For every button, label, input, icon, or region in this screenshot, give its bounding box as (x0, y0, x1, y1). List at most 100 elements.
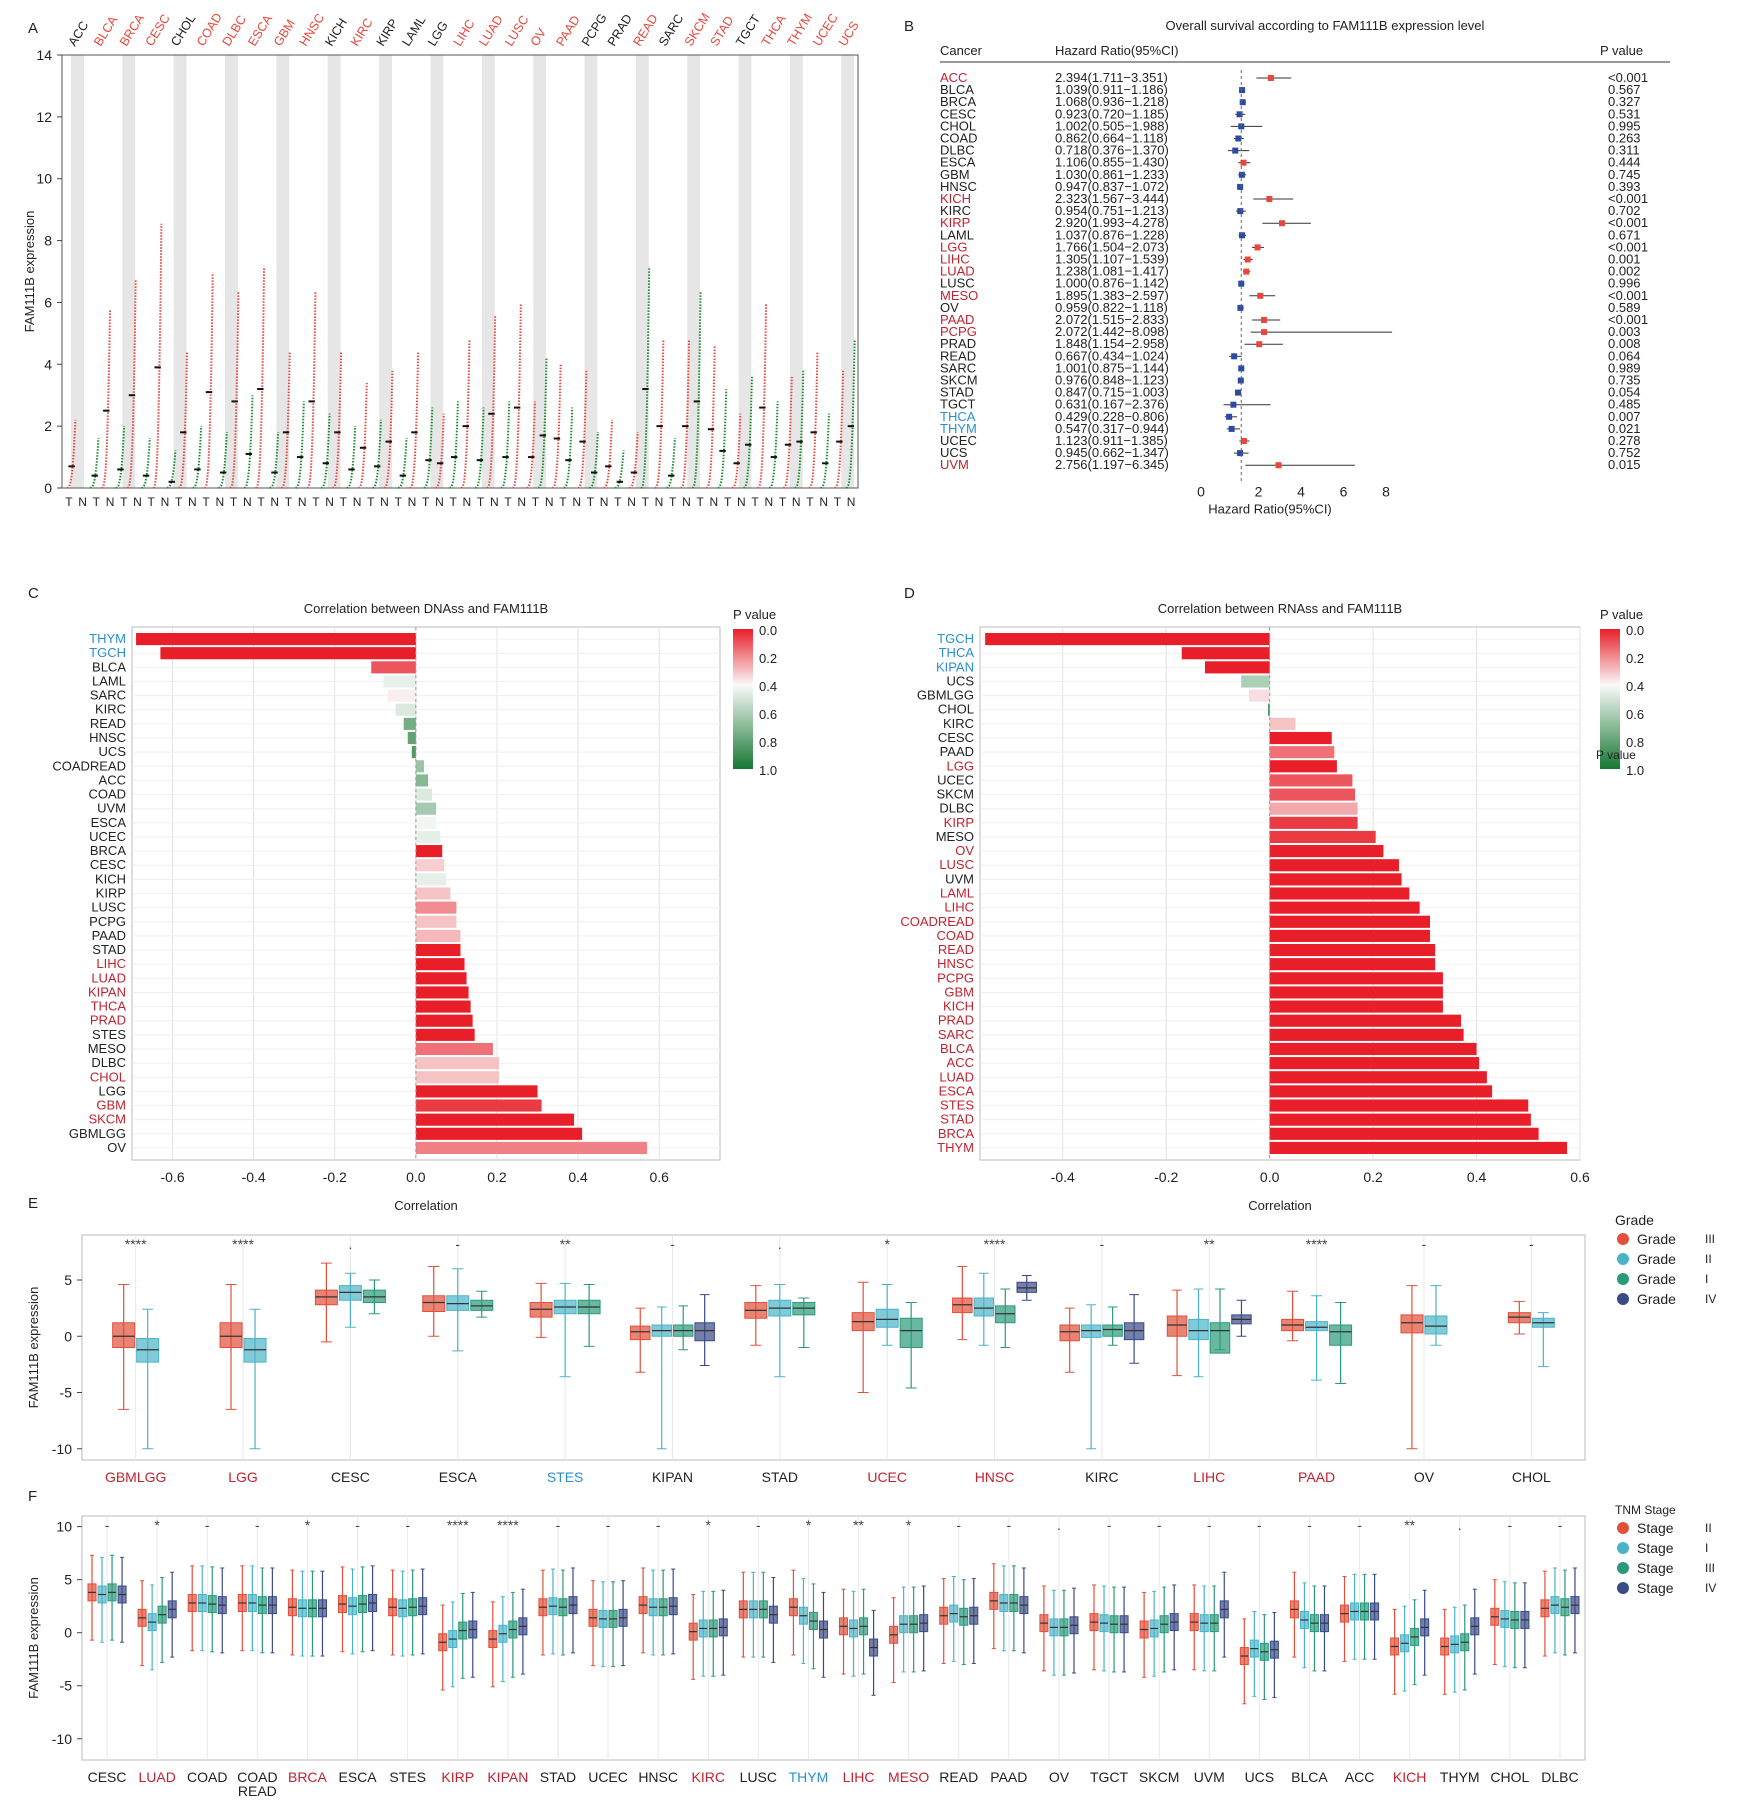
hr-text: 2.756(1.197−6.345) (1055, 457, 1169, 472)
cancer-name: UCS (940, 445, 968, 460)
p-value: 0.278 (1608, 433, 1641, 448)
correlation-bar (1269, 845, 1384, 858)
p-value: 0.589 (1608, 300, 1641, 315)
hr-text: 2.394(1.711−3.351) (1055, 70, 1168, 85)
hr-point (1266, 196, 1273, 202)
group-label: STAD (762, 1469, 798, 1485)
expression-curve (717, 389, 728, 489)
box (630, 1325, 651, 1341)
correlation-bar (1269, 746, 1335, 759)
cancer-label: COAD (936, 928, 974, 943)
legend-tick: 0.0 (759, 623, 777, 638)
significance-mark: - (670, 1236, 675, 1252)
cancer-label: ESCA (91, 815, 127, 830)
correlation-bar (1269, 760, 1337, 773)
p-value: 0.327 (1608, 94, 1641, 109)
x-tick-label: 0.2 (1363, 1169, 1383, 1185)
legend-roman: I (1705, 1541, 1708, 1555)
correlation-bar (160, 647, 416, 660)
correlation-bar (415, 1000, 471, 1013)
x-tick-label: N (435, 495, 444, 509)
expression-curve (808, 352, 819, 489)
group-label: BLCA (1291, 1769, 1328, 1785)
cancer-label: PAAD (92, 928, 126, 943)
expression-curve (552, 364, 562, 489)
hr-text: 1.766(1.504−2.073) (1055, 239, 1169, 254)
expression-curve (834, 370, 845, 489)
x-tick-label: T (312, 495, 320, 509)
hr-point (1238, 171, 1245, 178)
x-tick-label: N (572, 495, 581, 509)
legend-tick: 0.0 (1626, 623, 1644, 638)
hr-point (1239, 87, 1246, 94)
cancer-label: KIPAN (88, 984, 126, 999)
hr-text: 0.976(0.848−1.123) (1055, 373, 1169, 388)
correlation-bar (1269, 1057, 1480, 1070)
correlation-bar (1269, 1000, 1443, 1013)
y-tick-label: 2 (44, 418, 52, 434)
correlation-bar (415, 802, 437, 815)
p-value: 0.311 (1608, 143, 1640, 158)
hr-point (1254, 244, 1261, 251)
cancer-label: COAD (88, 787, 126, 802)
p-value: <0.001 (1608, 288, 1648, 303)
correlation-bar (1269, 1099, 1529, 1112)
y-axis-label: FAM111B expression (26, 1287, 41, 1409)
hr-text: 1.001(0.875−1.144) (1055, 360, 1169, 375)
hr-point (1243, 268, 1250, 275)
legend-roman: III (1705, 1232, 1715, 1246)
cancer-label: UCS (836, 19, 862, 49)
cancer-label: PRAD (90, 1013, 126, 1028)
significance-mark: - (556, 1517, 561, 1533)
expression-curve (500, 401, 511, 489)
grey-band (789, 55, 803, 488)
x-tick-label: 0.4 (1467, 1169, 1487, 1185)
x-tick-label: N (600, 495, 609, 509)
cancer-label: CHOL (168, 12, 198, 49)
hr-text: 0.847(0.715−1.003) (1055, 385, 1169, 400)
cancer-label: COADREAD (52, 758, 126, 773)
x-tick-label: T (340, 495, 348, 509)
group-label: PAAD (990, 1769, 1027, 1785)
y-tick-label: -5 (60, 1385, 73, 1401)
group-label: COAD (237, 1769, 277, 1785)
cancer-label: PRAD (938, 1013, 974, 1028)
legend-roman: IV (1705, 1581, 1716, 1595)
x-tick-label: -0.6 (160, 1169, 184, 1185)
y-tick-label: 8 (44, 233, 52, 249)
cancer-label: LIHC (96, 956, 126, 971)
significance-mark: - (1307, 1517, 1312, 1533)
hr-text: 1.848(1.154−2.958) (1055, 336, 1169, 351)
cancer-label: SKCM (936, 787, 974, 802)
x-tick-label: T (367, 495, 375, 509)
y-tick-label: -10 (52, 1441, 72, 1457)
cancer-label: STAD (940, 1112, 974, 1127)
significance-mark: - (1422, 1236, 1427, 1252)
legend-roman: I (1705, 1272, 1708, 1286)
hr-point (1236, 111, 1243, 118)
hr-text: 0.547(0.317−0.944) (1055, 421, 1169, 436)
legend-label: Grade (1637, 1291, 1676, 1307)
expression-curve (435, 413, 445, 489)
legend-title: P value (1600, 607, 1643, 622)
correlation-bar (415, 1028, 475, 1041)
correlation-bar (1269, 929, 1430, 942)
x-tick-label: T (614, 495, 622, 509)
correlation-bar (415, 1085, 538, 1098)
x-tick-label: N (819, 495, 828, 509)
cancer-name: LAML (940, 227, 974, 242)
x-tick-label: T (202, 495, 210, 509)
x-tick-label: T (230, 495, 238, 509)
legend-roman: II (1705, 1521, 1712, 1535)
p-value: 0.995 (1608, 118, 1641, 133)
panel-c-letter: C (28, 585, 39, 602)
significance-mark: * (884, 1236, 890, 1252)
x-tick-label: T (697, 495, 705, 509)
legend-dot (1617, 1293, 1629, 1305)
expression-curve (397, 438, 408, 489)
y-axis-label: FAM111B expression (22, 211, 37, 333)
group-label: READ (238, 1783, 277, 1799)
p-value: 0.671 (1608, 227, 1641, 242)
group-label: CHOL (1512, 1469, 1551, 1485)
legend-label: Grade (1637, 1271, 1676, 1287)
